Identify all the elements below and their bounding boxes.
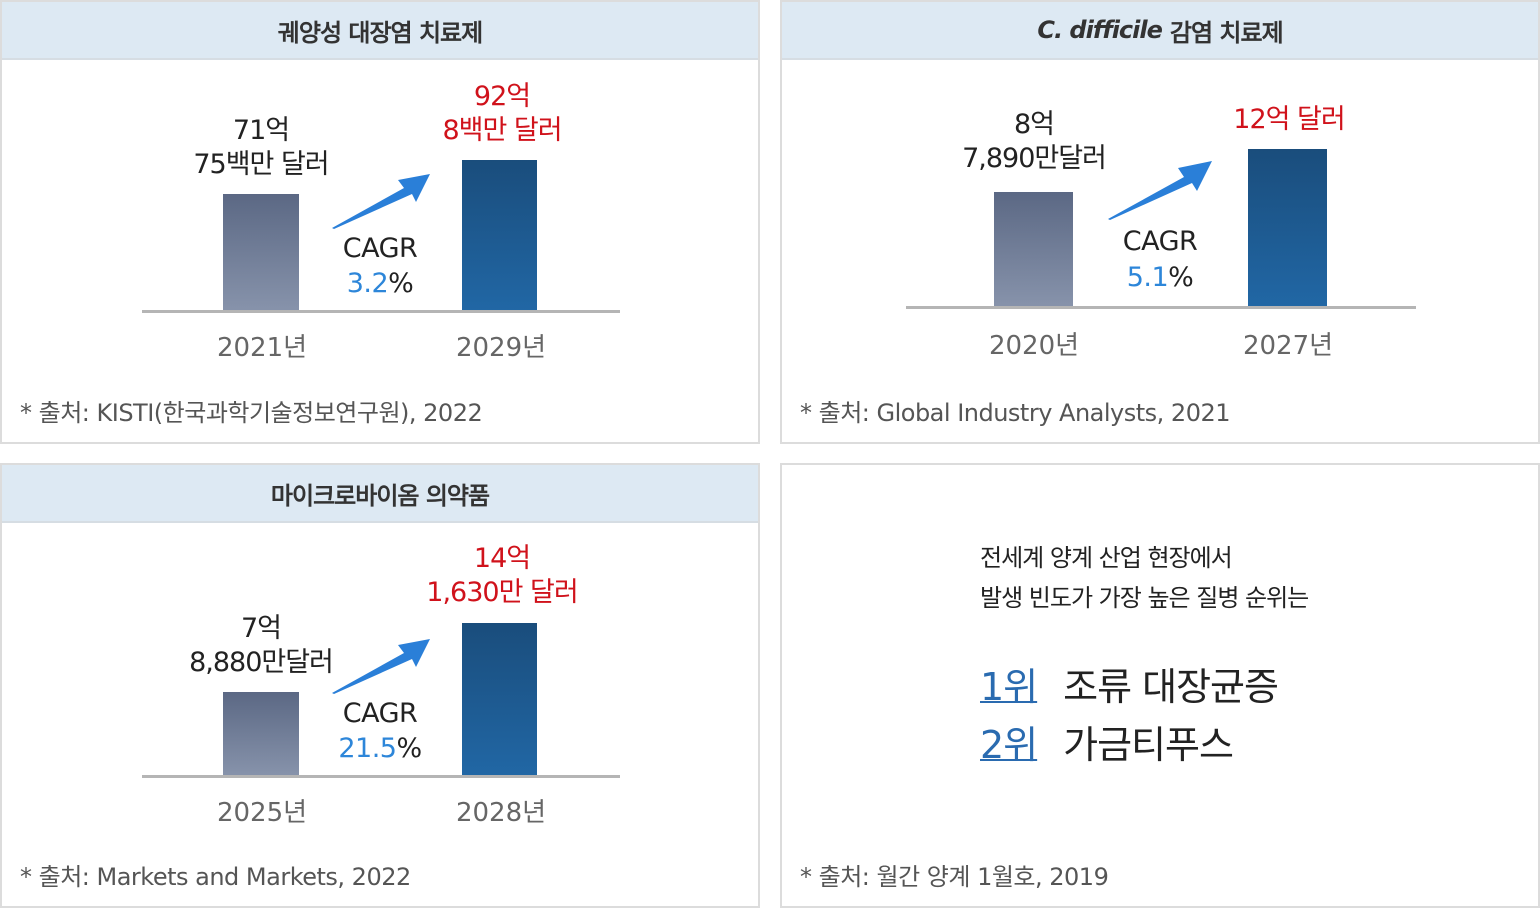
cagr-unit: % — [388, 268, 414, 299]
cagr-number: 3.2 — [346, 268, 389, 299]
start-value-line2: 75백만 달러 — [193, 149, 329, 180]
year-start: 2020년 — [988, 331, 1080, 361]
start-value-label: 71억 75백만 달러 — [193, 114, 329, 182]
start-value-line1: 7억 — [240, 613, 282, 644]
cagr-unit: % — [396, 733, 422, 764]
chart-panel-microbiome: 마이크로바이옴 의약품 7억 8,880만달러 14억 1,630만 달러 CAGR… — [0, 463, 760, 908]
cagr-label: CAGR — [1122, 226, 1198, 257]
start-value-label: 7억 8,880만달러 — [189, 612, 334, 680]
bar-end — [462, 623, 537, 776]
cagr-number: 5.1 — [1126, 262, 1169, 293]
cagr-label: CAGR — [342, 233, 418, 264]
bar-start — [994, 192, 1073, 307]
source-note: * 출처: Markets and Markets, 2022 — [20, 863, 411, 891]
rank-disease: 조류 대장균증 — [1063, 665, 1279, 709]
year-start: 2025년 — [216, 798, 308, 828]
panel-title-text: 감염 치료제 — [1169, 18, 1284, 47]
start-value-line1: 71억 — [232, 115, 290, 146]
end-value-line1: 92억 — [473, 81, 531, 112]
baseline — [142, 775, 620, 778]
cagr-label: CAGR — [342, 698, 418, 729]
cagr-number: 21.5 — [338, 733, 397, 764]
bar-end — [462, 160, 537, 311]
rank-number: 1위 — [980, 665, 1038, 709]
rank-item-1: 1위 조류 대장균증 — [980, 658, 1279, 716]
start-value-line2: 8,880만달러 — [189, 647, 334, 678]
end-value-label: 14억 1,630만 달러 — [426, 542, 578, 610]
end-value-line2: 8백만 달러 — [442, 115, 562, 146]
rank-item-2: 2위 가금티푸스 — [980, 716, 1234, 774]
rank-disease: 가금티푸스 — [1063, 723, 1234, 767]
year-end: 2028년 — [455, 798, 547, 828]
baseline — [142, 310, 620, 313]
end-value-line2: 1,630만 달러 — [426, 577, 578, 608]
intro-line2: 발생 빈도가 가장 높은 질병 순위는 — [980, 584, 1309, 612]
cagr-value: 5.1% — [1127, 261, 1194, 295]
start-value-line2: 7,890만달러 — [962, 143, 1107, 174]
source-note: * 출처: KISTI(한국과학기술정보연구원), 2022 — [20, 399, 483, 427]
cagr-value: 3.2% — [347, 267, 414, 301]
year-end: 2029년 — [455, 333, 547, 363]
panel-title: 마이크로바이옴 의약품 — [2, 465, 758, 523]
info-panel-poultry-diseases: 전세계 양계 산업 현장에서 발생 빈도가 가장 높은 질병 순위는 1위 조류 … — [780, 463, 1540, 908]
chart-panel-c-difficile: C. difficile 감염 치료제 8억 7,890만달러 12억 달러 CAG… — [780, 0, 1540, 444]
start-value-line1: 8억 — [1013, 109, 1055, 140]
bar-start — [223, 692, 299, 776]
intro-line1: 전세계 양계 산업 현장에서 — [980, 544, 1233, 572]
source-note: * 출처: 월간 양계 1월호, 2019 — [800, 863, 1109, 891]
cagr-unit: % — [1168, 262, 1194, 293]
growth-arrow-icon — [332, 639, 430, 694]
bar-end — [1248, 149, 1327, 307]
chart-panel-ulcerative-colitis: 궤양성 대장염 치료제 71억 75백만 달러 92억 8백만 달러 CAGR 3.… — [0, 0, 760, 444]
panel-title: C. difficile 감염 치료제 — [782, 2, 1538, 60]
intro-text: 전세계 양계 산업 현장에서 발생 빈도가 가장 높은 질병 순위는 — [980, 538, 1309, 618]
year-start: 2021년 — [216, 333, 308, 363]
end-value-label: 92억 8백만 달러 — [442, 80, 562, 148]
growth-arrow-icon — [1108, 161, 1212, 220]
bar-start — [223, 194, 299, 311]
cagr-value: 21.5% — [338, 732, 422, 766]
panel-title: 궤양성 대장염 치료제 — [2, 2, 758, 60]
end-value-label: 12억 달러 — [1233, 104, 1345, 135]
growth-arrow-icon — [332, 174, 430, 229]
baseline — [906, 306, 1416, 309]
source-note: * 출처: Global Industry Analysts, 2021 — [800, 399, 1231, 427]
year-end: 2027년 — [1242, 331, 1334, 361]
start-value-label: 8억 7,890만달러 — [962, 108, 1107, 176]
end-value-line1: 14억 — [473, 543, 531, 574]
rank-number: 2위 — [980, 723, 1038, 767]
panel-title-italic: C. difficile — [1037, 16, 1163, 44]
